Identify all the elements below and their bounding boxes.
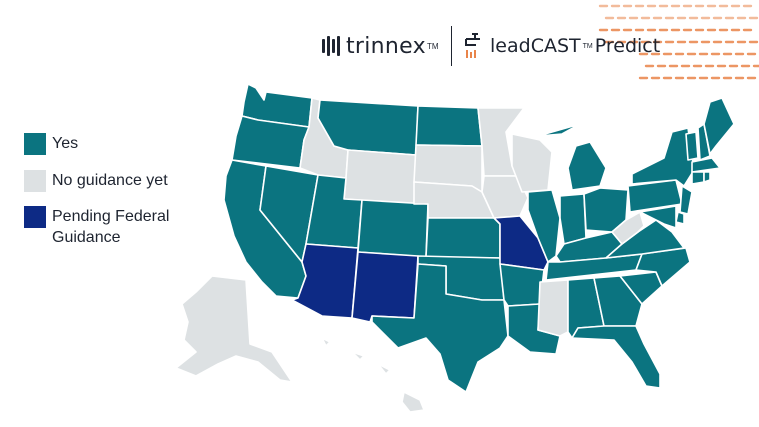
- state-MO: [493, 215, 549, 271]
- legend-item-yes: Yes: [24, 133, 202, 155]
- state-TX: [371, 263, 509, 393]
- legend-label-no-guidance: No guidance yet: [52, 172, 168, 189]
- legend-item-pending: Pending Federal Guidance: [24, 206, 202, 248]
- state-AK: [175, 275, 293, 383]
- state-NH: [697, 123, 711, 161]
- state-WV: [611, 211, 645, 245]
- state-MA: [691, 157, 721, 173]
- state-NJ: [679, 185, 693, 215]
- state-CT: [691, 171, 705, 185]
- legend-swatch-no-guidance: [24, 170, 46, 192]
- leadcast-logo: leadCAST TM Predict: [462, 31, 660, 61]
- state-NM: [351, 251, 419, 323]
- state-WI: [511, 133, 553, 193]
- state-IN: [559, 193, 587, 245]
- legend-label-yes: Yes: [52, 135, 79, 152]
- state-WY: [343, 149, 417, 205]
- state-VT: [685, 131, 699, 161]
- faucet-icon: [465, 33, 481, 58]
- legend-swatch-yes: [24, 133, 46, 155]
- predict-wordmark: Predict: [594, 35, 661, 57]
- legend-item-no-guidance: No guidance yet: [24, 170, 202, 192]
- legend-swatch-pending: [24, 206, 46, 228]
- state-RI: [703, 171, 711, 183]
- trinnex-logo: trinnex TM: [322, 34, 439, 59]
- legend-label-pending: Pending Federal Guidance: [52, 208, 170, 246]
- leadcast-wordmark: leadCAST: [490, 35, 581, 57]
- state-HI: [321, 337, 425, 413]
- trinnex-wordmark: trinnex: [346, 33, 426, 59]
- state-ND: [415, 105, 483, 147]
- header-logos: trinnex TM leadCAST TM Predict: [322, 26, 660, 66]
- state-MS: [537, 279, 569, 337]
- logo-divider: [450, 26, 453, 66]
- leadcast-trademark: TM: [582, 42, 593, 50]
- state-NY: [631, 127, 695, 187]
- state-FL: [571, 325, 661, 389]
- state-MI: [537, 123, 607, 191]
- state-DE: [675, 211, 685, 225]
- state-CO: [357, 199, 429, 258]
- state-MD: [639, 205, 677, 229]
- trinnex-trademark: TM: [426, 41, 439, 51]
- state-AR: [499, 263, 545, 307]
- state-IL: [527, 189, 561, 263]
- trinnex-bars-icon: [322, 36, 340, 56]
- state-ME: [703, 97, 735, 155]
- state-GA: [593, 275, 643, 327]
- state-KS: [425, 217, 501, 259]
- decorative-dash-pattern: [598, 4, 759, 80]
